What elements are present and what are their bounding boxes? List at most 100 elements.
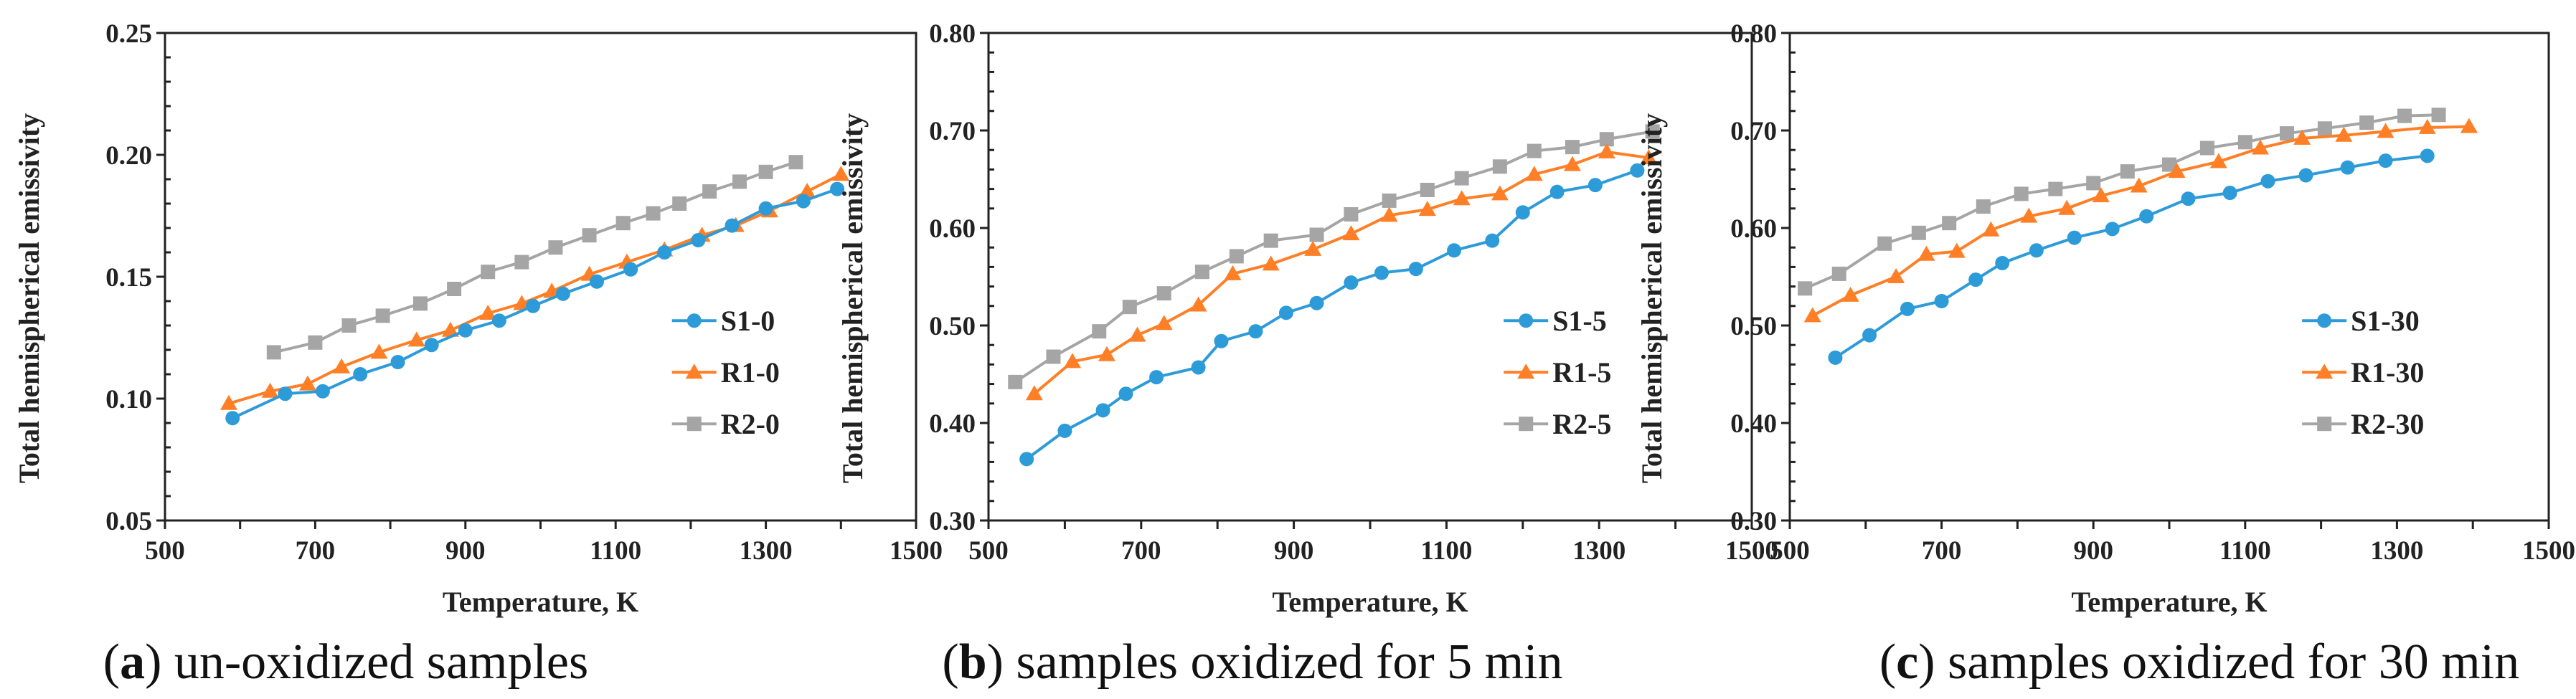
data-point — [1948, 242, 1966, 258]
x-axis-label: Temperature, K — [2071, 586, 2267, 618]
data-point — [526, 298, 541, 313]
data-point — [2199, 141, 2214, 156]
caption-paren-close: ) — [1918, 634, 1935, 690]
data-point — [548, 240, 563, 255]
data-point — [2359, 115, 2374, 130]
data-point — [2181, 191, 2196, 206]
data-point — [261, 382, 279, 398]
data-point — [1008, 374, 1023, 389]
data-point — [1191, 360, 1206, 375]
data-point — [1968, 272, 1983, 287]
data-point — [1155, 315, 1173, 331]
x-tick-label: 1300 — [740, 536, 793, 566]
data-point — [1453, 190, 1471, 206]
series-R2-5 — [1008, 124, 1660, 389]
data-point — [2237, 135, 2252, 150]
series-S1-30 — [1828, 148, 2435, 365]
data-point — [1262, 255, 1280, 271]
data-point — [590, 274, 605, 289]
data-point — [1828, 350, 1843, 365]
caption-paren-open: ( — [1879, 634, 1896, 690]
legend-label: S1-5 — [1552, 305, 1607, 337]
y-tick-label: 0.50 — [929, 312, 976, 341]
data-point — [1630, 163, 1645, 178]
series-R2-0 — [266, 155, 803, 360]
data-point — [2130, 177, 2148, 193]
x-axis-label: Temperature, K — [443, 586, 638, 618]
data-point — [2317, 121, 2332, 136]
x-tick-label: 500 — [968, 536, 1009, 566]
data-point — [582, 228, 597, 243]
data-point — [657, 245, 672, 260]
y-tick-label: 0.30 — [929, 507, 976, 536]
data-point — [830, 181, 845, 196]
data-point — [1309, 295, 1324, 310]
data-point — [1454, 171, 1469, 186]
data-point — [220, 394, 237, 410]
data-point — [1565, 140, 1580, 155]
data-point — [1942, 216, 1957, 231]
chart-panel-a: 0.05 0.10 0.15 0.20 0.25 500 700 900 1100 1300 150… — [13, 19, 943, 690]
y-tick-label: 0.25 — [105, 19, 152, 49]
data-point — [424, 338, 439, 353]
legend: S1-0 R1-0 R2-0 — [671, 305, 780, 440]
y-tick-label: 0.40 — [929, 409, 976, 439]
x-tick-label: 500 — [145, 536, 185, 566]
data-point — [2378, 153, 2393, 168]
data-point — [555, 286, 570, 301]
legend-label: R2-30 — [2351, 408, 2424, 440]
legend-item-R2-30: R2-30 — [2302, 408, 2424, 440]
data-point — [1862, 328, 1877, 343]
legend-label: R1-5 — [1552, 356, 1611, 389]
legend-item-S1-5: S1-5 — [1504, 305, 1607, 337]
data-point — [1344, 206, 1359, 222]
data-point — [278, 386, 293, 401]
data-point — [2222, 186, 2237, 201]
y-tick-label: 0.50 — [1730, 312, 1777, 341]
legend-item-R1-0: R1-0 — [671, 356, 780, 389]
caption-paren-close: ) — [987, 634, 1004, 690]
x-tick-label: 700 — [296, 536, 336, 566]
data-point — [1214, 333, 1229, 348]
y-tick-label: 0.60 — [1730, 214, 1777, 244]
data-point — [1485, 233, 1500, 248]
data-point — [375, 308, 390, 323]
data-point — [702, 184, 717, 199]
legend-label: R1-30 — [2351, 356, 2424, 389]
caption-text: samples oxidized for 30 min — [1935, 634, 2520, 690]
panel-caption: (a) un-oxidized samples — [103, 634, 589, 690]
data-point — [1599, 132, 1614, 147]
data-point — [1515, 205, 1530, 220]
data-point — [1344, 275, 1359, 290]
data-point — [1374, 265, 1389, 280]
series-R1-5 — [1025, 143, 1658, 401]
data-point — [2418, 118, 2436, 134]
legend-marker — [1517, 363, 1535, 379]
data-point — [1122, 300, 1137, 315]
x-tick-label: 700 — [1922, 536, 1962, 566]
y-tick-label: 0.20 — [105, 141, 152, 171]
x-tick-label: 700 — [1121, 536, 1161, 566]
data-point — [2162, 157, 2176, 172]
data-point — [315, 384, 330, 399]
data-point — [491, 313, 506, 328]
panel-caption: (b) samples oxidized for 5 min — [942, 634, 1562, 690]
legend-label: R1-0 — [721, 356, 780, 389]
legend-item-S1-30: S1-30 — [2302, 305, 2420, 337]
data-point — [266, 345, 281, 360]
data-point — [1064, 353, 1082, 368]
y-tick-label: 0.40 — [1730, 409, 1777, 439]
data-point — [407, 331, 425, 347]
data-point — [1156, 286, 1171, 301]
legend-marker — [687, 313, 702, 328]
caption-paren-close: ) — [145, 634, 161, 690]
x-tick-label: 900 — [1274, 536, 1314, 566]
series-S1-5 — [1019, 163, 1645, 467]
x-tick-label: 900 — [2073, 536, 2113, 566]
data-point — [412, 296, 428, 311]
data-point — [1563, 156, 1581, 171]
data-point — [1995, 255, 2010, 270]
data-point — [2420, 148, 2435, 163]
data-point — [333, 358, 351, 374]
data-point — [1900, 301, 1915, 316]
